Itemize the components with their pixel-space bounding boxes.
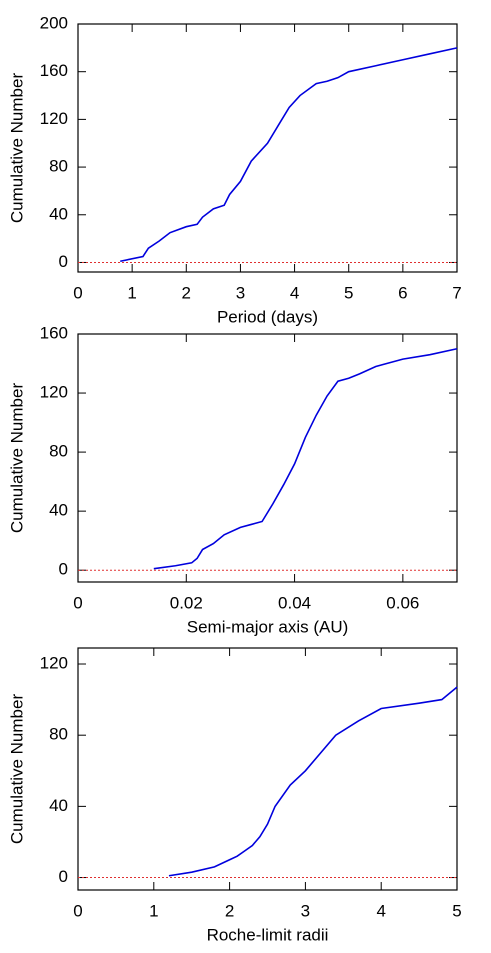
plot-frame <box>77 647 458 891</box>
x-tick-label: 3 <box>301 901 310 920</box>
x-axis-label: Roche-limit radii <box>207 925 329 944</box>
y-tick-label: 0 <box>59 867 68 886</box>
y-tick-label: 40 <box>49 501 68 520</box>
x-tick-label: 3 <box>236 283 245 302</box>
y-tick-label: 80 <box>49 725 68 744</box>
x-tick-label: 0 <box>73 283 82 302</box>
y-tick-label: 40 <box>49 204 68 223</box>
x-tick-label: 0.02 <box>170 593 203 612</box>
data-line <box>168 686 458 877</box>
x-tick-label: 5 <box>344 283 353 302</box>
x-tick-label: 5 <box>452 901 461 920</box>
y-axis-label: Cumulative Number <box>7 694 26 845</box>
y-tick-label: 160 <box>40 61 68 80</box>
y-tick-label: 160 <box>40 323 68 342</box>
data-line <box>153 347 458 570</box>
x-tick-label: 4 <box>376 901 385 920</box>
x-tick-label: 0 <box>73 593 82 612</box>
y-tick-label: 120 <box>40 109 68 128</box>
x-axis-label: Period (days) <box>217 307 318 326</box>
y-tick-label: 80 <box>49 157 68 176</box>
x-tick-label: 1 <box>127 283 136 302</box>
y-axis-label: Cumulative Number <box>7 73 26 224</box>
y-tick-label: 80 <box>49 442 68 461</box>
plot-frame <box>77 333 458 583</box>
x-tick-label: 1 <box>149 901 158 920</box>
y-tick-label: 120 <box>40 653 68 672</box>
x-tick-label: 0.06 <box>386 593 419 612</box>
y-tick-label: 120 <box>40 383 68 402</box>
x-axis-label: Semi-major axis (AU) <box>187 617 349 636</box>
x-tick-label: 2 <box>182 283 191 302</box>
y-axis-label: Cumulative Number <box>7 383 26 534</box>
y-tick-label: 0 <box>59 252 68 271</box>
y-tick-label: 200 <box>40 13 68 32</box>
x-tick-label: 0 <box>73 901 82 920</box>
x-tick-label: 4 <box>290 283 299 302</box>
y-tick-label: 0 <box>59 560 68 579</box>
x-tick-label: 0.04 <box>278 593 311 612</box>
x-tick-label: 2 <box>225 901 234 920</box>
plot-frame <box>77 23 458 273</box>
x-tick-label: 6 <box>398 283 407 302</box>
x-tick-label: 7 <box>452 283 461 302</box>
y-tick-label: 40 <box>49 796 68 815</box>
data-line <box>120 47 458 263</box>
